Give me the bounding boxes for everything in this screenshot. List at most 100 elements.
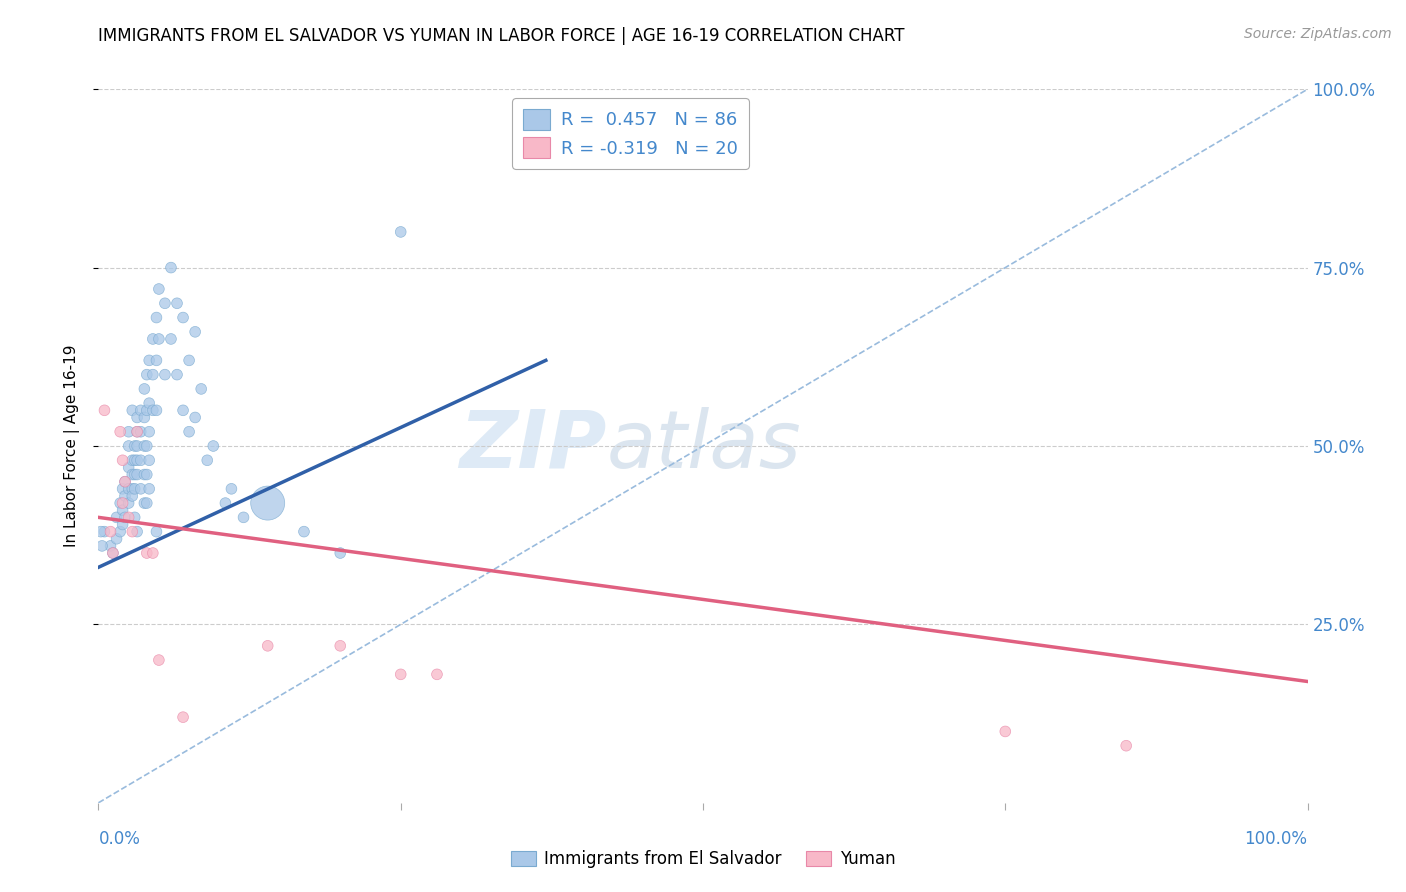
Point [184, 325, 207, 339]
Point [127, 425, 149, 439]
Point [118, 439, 141, 453]
Point [93, 524, 115, 539]
Point [214, 496, 236, 510]
Point [179, 353, 201, 368]
Point [329, 639, 352, 653]
Point [134, 382, 156, 396]
Point [118, 460, 141, 475]
Text: ZIP: ZIP [458, 407, 606, 485]
Point [118, 510, 141, 524]
Point [256, 639, 278, 653]
Point [135, 467, 157, 482]
Point [129, 453, 152, 467]
Point [135, 403, 157, 417]
Point [145, 524, 167, 539]
Legend: Immigrants from El Salvador, Yuman: Immigrants from El Salvador, Yuman [503, 844, 903, 875]
Text: atlas: atlas [606, 407, 801, 485]
Point [111, 453, 134, 467]
Point [90, 524, 112, 539]
Point [111, 503, 134, 517]
Point [135, 546, 157, 560]
Point [232, 510, 254, 524]
Point [114, 489, 136, 503]
Text: IMMIGRANTS FROM EL SALVADOR VS YUMAN IN LABOR FORCE | AGE 16-19 CORRELATION CHAR: IMMIGRANTS FROM EL SALVADOR VS YUMAN IN … [98, 27, 905, 45]
Point [127, 467, 149, 482]
Point [118, 482, 141, 496]
Point [172, 310, 194, 325]
Point [184, 410, 207, 425]
Point [142, 368, 165, 382]
Point [202, 439, 225, 453]
Point [100, 524, 122, 539]
Point [121, 403, 143, 417]
Point [124, 439, 146, 453]
Point [148, 282, 170, 296]
Point [108, 496, 131, 510]
Point [1115, 739, 1137, 753]
Text: 0.0%: 0.0% [98, 830, 141, 847]
Point [195, 453, 218, 467]
Point [221, 482, 243, 496]
Point [111, 482, 134, 496]
Point [135, 439, 157, 453]
Point [329, 546, 352, 560]
Point [134, 467, 156, 482]
Point [100, 539, 122, 553]
Point [142, 546, 165, 560]
Point [108, 425, 131, 439]
Point [138, 453, 160, 467]
Point [135, 368, 157, 382]
Text: Source: ZipAtlas.com: Source: ZipAtlas.com [1244, 27, 1392, 41]
Point [127, 425, 149, 439]
Point [121, 482, 143, 496]
Point [994, 724, 1017, 739]
Point [389, 667, 412, 681]
Point [135, 496, 157, 510]
Point [129, 403, 152, 417]
Point [138, 425, 160, 439]
Point [134, 439, 156, 453]
Point [160, 260, 183, 275]
Point [124, 453, 146, 467]
Point [142, 332, 165, 346]
Point [129, 482, 152, 496]
Point [166, 296, 188, 310]
Legend: R =  0.457   N = 86, R = -0.319   N = 20: R = 0.457 N = 86, R = -0.319 N = 20 [512, 98, 748, 169]
Point [121, 489, 143, 503]
Point [124, 467, 146, 482]
Point [142, 403, 165, 417]
Point [179, 425, 201, 439]
Point [114, 475, 136, 489]
Point [172, 403, 194, 417]
Point [138, 482, 160, 496]
Point [148, 653, 170, 667]
Point [114, 510, 136, 524]
Point [105, 510, 128, 524]
Point [134, 410, 156, 425]
Point [93, 403, 115, 417]
Point [127, 410, 149, 425]
Point [160, 332, 183, 346]
Point [145, 353, 167, 368]
Point [129, 425, 152, 439]
Point [166, 368, 188, 382]
Point [124, 510, 146, 524]
Point [124, 482, 146, 496]
Point [105, 532, 128, 546]
Point [127, 524, 149, 539]
Point [127, 453, 149, 467]
Point [134, 496, 156, 510]
Point [111, 496, 134, 510]
Point [111, 517, 134, 532]
Point [148, 332, 170, 346]
Point [101, 546, 124, 560]
Point [153, 368, 176, 382]
Point [118, 425, 141, 439]
Point [101, 546, 124, 560]
Point [256, 496, 278, 510]
Text: 100.0%: 100.0% [1244, 830, 1308, 847]
Point [138, 396, 160, 410]
Point [172, 710, 194, 724]
Point [121, 524, 143, 539]
Point [138, 353, 160, 368]
